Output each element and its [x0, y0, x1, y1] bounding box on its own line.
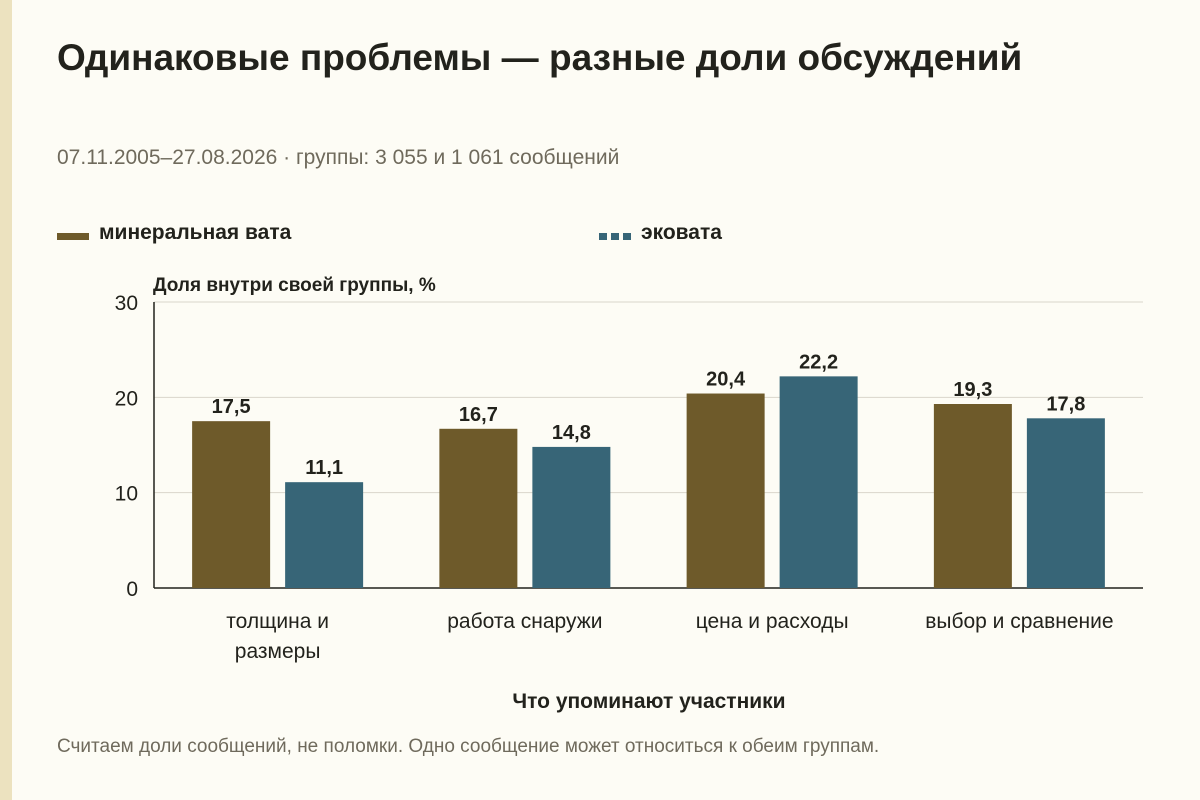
footnote: Считаем доли сообщений, не поломки. Одно… [57, 736, 880, 757]
page-title: Одинаковые проблемы — разные доли обсужд… [57, 37, 1023, 78]
x-tick-label: цена и расходы [696, 610, 849, 633]
x-axis-label: Что упоминают участники [512, 690, 785, 713]
legend-label-eco: эковата [641, 221, 722, 244]
bar-eco [1026, 418, 1105, 588]
legend-item-mineral: минеральная вата [57, 218, 291, 248]
y-tick-label: 30 [115, 292, 138, 315]
bar-value-label: 22,2 [799, 351, 838, 373]
x-tick-label: работа снаружи [447, 610, 602, 633]
y-axis-label: Доля внутри своей группы, % [153, 275, 436, 296]
bar-value-label: 20,4 [706, 369, 746, 391]
bar-value-label: 17,8 [1046, 393, 1085, 415]
bar-mineral [933, 404, 1012, 588]
legend-swatch-mineral [57, 232, 89, 240]
bar-value-label: 16,7 [459, 404, 498, 426]
legend-label-mineral: минеральная вата [99, 221, 292, 244]
y-tick-label: 10 [115, 483, 138, 506]
bar-eco [285, 482, 364, 588]
bar-mineral [439, 428, 518, 588]
y-tick-label: 0 [126, 578, 138, 601]
bar-eco [779, 376, 858, 588]
bar-value-label: 14,8 [552, 422, 591, 444]
bar-eco [532, 446, 611, 588]
bar-mineral [686, 393, 765, 588]
bar-value-label: 11,1 [305, 457, 343, 479]
bar-value-label: 17,5 [212, 396, 251, 418]
x-tick-label: размеры [235, 640, 321, 663]
bar-mineral [192, 421, 271, 588]
bar-value-label: 19,3 [953, 379, 992, 401]
x-tick-label: выбор и сравнение [925, 610, 1113, 633]
page-subtitle: 07.11.2005–27.08.2026 · группы: 3 055 и … [57, 146, 620, 169]
left-accent-strip [0, 0, 12, 800]
legend-item-eco: эковата [599, 218, 722, 248]
x-tick-label: толщина и [226, 610, 329, 633]
y-tick-label: 20 [115, 387, 138, 410]
legend-swatch-eco [599, 232, 631, 240]
